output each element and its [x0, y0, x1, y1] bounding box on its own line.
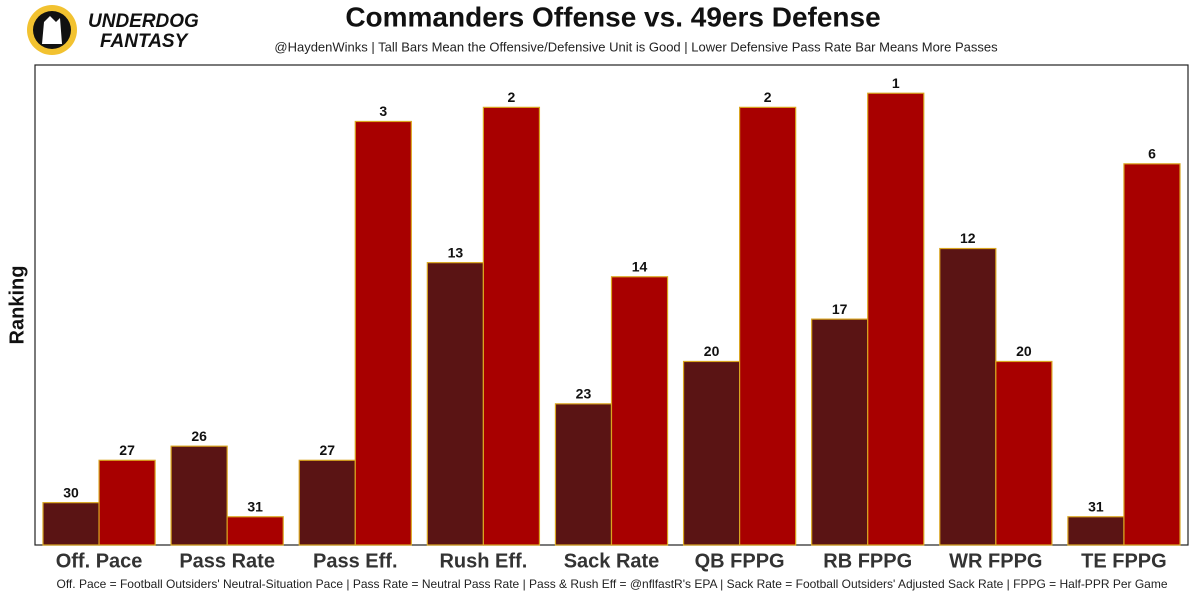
bar	[170, 445, 228, 546]
bar	[939, 247, 997, 546]
x-tick-label: Off. Pace	[56, 550, 143, 572]
logo-text: FANTASY	[100, 31, 190, 52]
x-tick-label: RB FPPG	[823, 550, 912, 572]
caption: Off. Pace = Football Outsiders' Neutral-…	[56, 577, 1167, 591]
data-label: 31	[247, 498, 263, 514]
bar	[554, 403, 613, 546]
data-label: 17	[832, 301, 848, 317]
data-label: 3	[379, 103, 387, 119]
bar	[811, 318, 869, 546]
bar	[739, 106, 797, 546]
bar	[98, 459, 156, 546]
data-label: 23	[576, 386, 592, 402]
bar	[610, 276, 669, 546]
x-tick-label: Sack Rate	[564, 550, 660, 572]
data-label: 2	[508, 89, 516, 105]
bar	[298, 459, 356, 546]
x-tick-label: Pass Rate	[179, 550, 275, 572]
x-tick-label: Pass Eff.	[313, 550, 397, 572]
x-tick-label: TE FPPG	[1081, 550, 1167, 572]
bar	[426, 262, 484, 546]
logo-dog	[42, 16, 62, 44]
bar	[867, 92, 925, 546]
x-tick-label: Rush Eff.	[439, 550, 527, 572]
bar	[1123, 163, 1181, 546]
data-label: 27	[319, 442, 335, 458]
data-label: 2	[764, 89, 772, 105]
data-label: 12	[960, 230, 976, 246]
data-label: 31	[1088, 498, 1104, 514]
bar	[1067, 516, 1125, 546]
chart-title: Commanders Offense vs. 49ers Defense	[345, 1, 880, 32]
x-tick-label: WR FPPG	[949, 550, 1042, 572]
data-label: 26	[191, 428, 207, 444]
data-label: 1	[892, 75, 900, 91]
bar	[482, 106, 541, 546]
data-label: 20	[1016, 343, 1032, 359]
data-label: 30	[63, 484, 79, 500]
logo-text: UNDERDOG	[88, 11, 199, 32]
data-label: 14	[632, 258, 648, 274]
bar	[354, 120, 412, 546]
data-label: 13	[448, 244, 464, 260]
logo: UNDERDOG FANTASY	[27, 5, 199, 55]
bar	[42, 502, 100, 546]
data-label: 27	[119, 442, 135, 458]
bar	[995, 360, 1053, 546]
data-label: 6	[1148, 146, 1156, 162]
data-label: 20	[704, 343, 720, 359]
bar	[682, 360, 741, 546]
bar	[226, 516, 284, 546]
chart-subtitle: @HaydenWinks | Tall Bars Mean the Offens…	[274, 39, 998, 54]
x-tick-label: QB FPPG	[695, 550, 785, 572]
y-axis-label: Ranking	[6, 266, 28, 345]
